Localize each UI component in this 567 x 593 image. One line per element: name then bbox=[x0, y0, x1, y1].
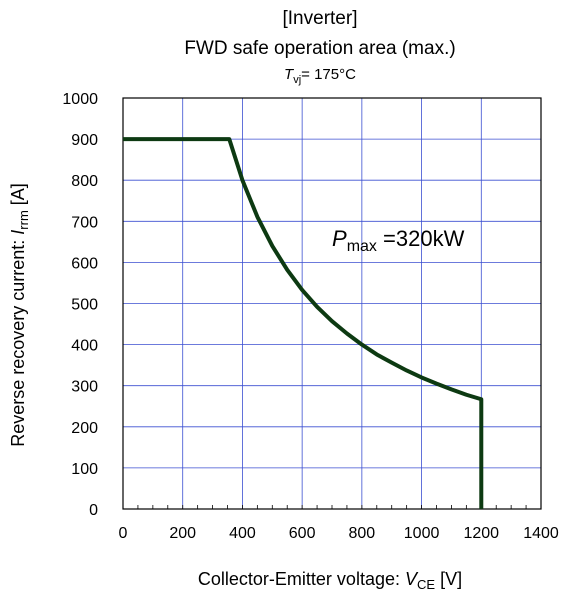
y-tick-label: 800 bbox=[71, 173, 98, 190]
x-axis-label-symbol: V bbox=[405, 569, 419, 589]
x-axis-label-sub: CE bbox=[417, 577, 435, 592]
y-tick-label: 100 bbox=[71, 461, 98, 478]
pmax-annotation: Pmax =320kW bbox=[332, 226, 465, 255]
y-axis-label: Reverse recovery current: Irrm [A] bbox=[8, 183, 31, 447]
y-tick-label: 1000 bbox=[62, 91, 98, 108]
y-tick-label: 0 bbox=[89, 502, 98, 519]
x-tick-label: 0 bbox=[119, 525, 128, 542]
y-axis-label-unit: [A] bbox=[8, 183, 28, 210]
y-tick-label: 300 bbox=[71, 379, 98, 396]
x-axis-label-text: Collector-Emitter voltage: bbox=[198, 569, 405, 589]
y-axis-label-text: Reverse recovery current: bbox=[8, 235, 28, 447]
y-axis-label-symbol: I bbox=[8, 230, 28, 235]
chart-title-line-2: FWD safe operation area (max.) bbox=[184, 38, 455, 59]
plot-frame bbox=[122, 97, 542, 510]
y-tick-label: 900 bbox=[71, 132, 98, 149]
x-tick-label: 600 bbox=[289, 525, 316, 542]
grid bbox=[123, 98, 541, 509]
chart-title-line-1: [Inverter] bbox=[283, 8, 358, 29]
condition-label: Tvj= 175°C bbox=[284, 66, 356, 86]
y-tick-label: 400 bbox=[71, 338, 98, 355]
series-group bbox=[123, 137, 484, 509]
y-tick-label: 500 bbox=[71, 297, 98, 314]
y-tick-label: 700 bbox=[71, 214, 98, 231]
minor-ticks bbox=[122, 505, 542, 509]
x-tick-label: 200 bbox=[169, 525, 196, 542]
condition-text: = 175°C bbox=[301, 66, 356, 83]
x-axis-label-unit: [V] bbox=[435, 569, 462, 589]
y-tick-label: 200 bbox=[71, 420, 98, 437]
x-axis-label: Collector-Emitter voltage: VCE [V] bbox=[198, 569, 462, 592]
x-tick-label: 1400 bbox=[523, 525, 559, 542]
x-tick-label: 1200 bbox=[463, 525, 499, 542]
y-tick-labels: 0 100 200 300 400 500 600 700 800 900 1000 bbox=[62, 91, 98, 519]
x-tick-labels: 0 200 400 600 800 1000 1200 1400 bbox=[119, 525, 559, 542]
condition-symbol: T bbox=[284, 66, 295, 83]
x-tick-label: 1000 bbox=[404, 525, 440, 542]
x-tick-label: 800 bbox=[349, 525, 376, 542]
soa-boundary-line bbox=[123, 137, 484, 509]
pmax-text: =320kW bbox=[377, 226, 465, 251]
y-axis-label-sub: rrm bbox=[16, 210, 31, 230]
x-tick-label: 400 bbox=[229, 525, 256, 542]
pmax-sub: max bbox=[347, 238, 377, 255]
pmax-symbol: P bbox=[332, 226, 347, 251]
condition-sub: vj bbox=[293, 74, 301, 86]
y-tick-label: 600 bbox=[71, 255, 98, 272]
